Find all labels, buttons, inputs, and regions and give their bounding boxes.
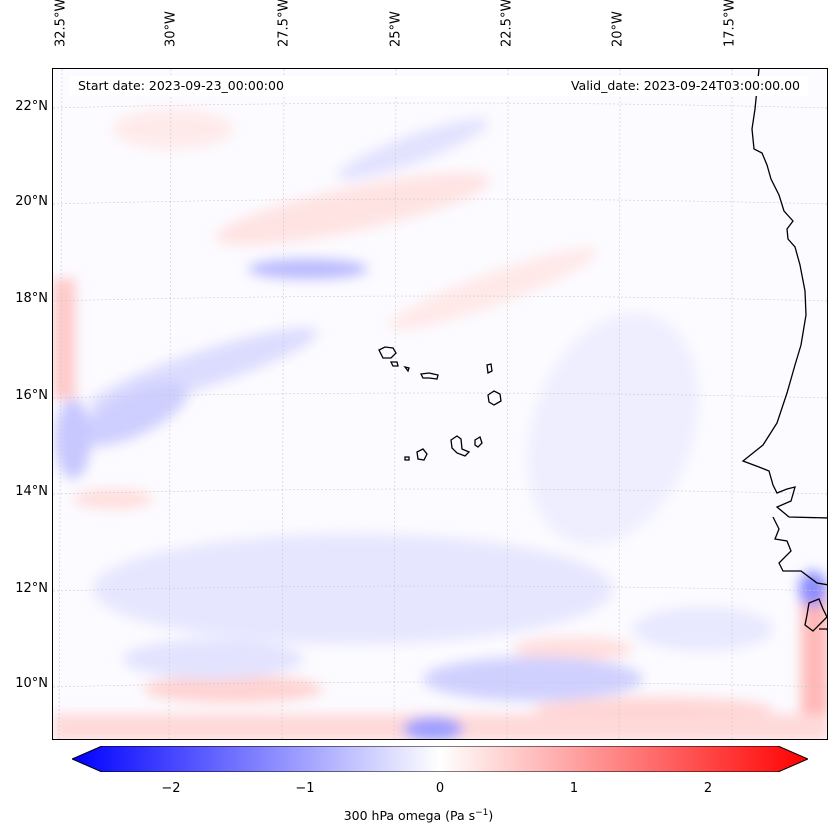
lon-label-30w: 30°W (163, 11, 179, 47)
lat-label-14n: 14°N (15, 484, 48, 499)
colorbar-tick-2: 2 (703, 781, 713, 796)
lat-label-10n: 10°N (15, 676, 48, 691)
start-date-label: Start date: 2023-09-23_00:00:00 (78, 78, 284, 93)
africa-coastline (741, 69, 827, 632)
lon-label-32-5w: 32.5°W (53, 0, 69, 47)
graticule (53, 69, 827, 739)
colorbar-label: 300 hPa omega (Pa s−1) (343, 808, 494, 824)
lon-label-20w: 20°W (610, 11, 626, 47)
omega-field (53, 69, 827, 739)
lon-label-22-5w: 22.5°W (499, 0, 515, 47)
valid-date-label: Valid_date: 2023-09-24T03:00:00.00 (570, 78, 800, 93)
lat-label-16n: 16°N (15, 388, 48, 403)
lat-label-12n: 12°N (15, 581, 48, 596)
colorbar-tick-0: 0 (435, 781, 445, 796)
date-info-box: Start date: 2023-09-23_00:00:00 Valid_da… (70, 76, 808, 96)
colorbar (72, 746, 808, 772)
lat-label-20n: 20°N (15, 194, 48, 209)
colorbar-tick-minus2: −2 (161, 781, 181, 796)
omega-map-panel: Start date: 2023-09-23_00:00:00 Valid_da… (52, 68, 828, 740)
lat-label-22n: 22°N (15, 99, 48, 114)
lat-label-18n: 18°N (15, 291, 48, 306)
lon-label-27-5w: 27.5°W (276, 0, 292, 47)
omega-contours (53, 109, 827, 739)
lon-label-17-5w: 17.5°W (722, 0, 738, 47)
colorbar-tick-minus1: −1 (295, 781, 315, 796)
colorbar-tick-1: 1 (569, 781, 579, 796)
cape-verde-islands (378, 346, 502, 461)
lon-label-25w: 25°W (388, 11, 404, 47)
